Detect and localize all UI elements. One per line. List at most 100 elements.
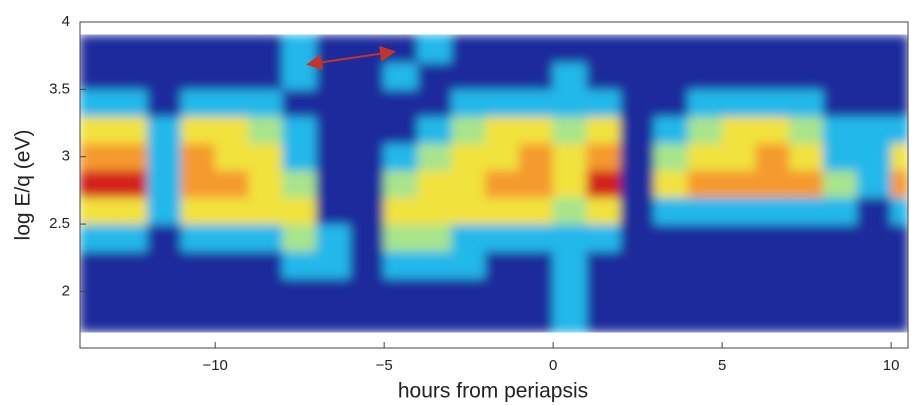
heatmap-cell (383, 304, 419, 333)
heatmap-cell (383, 250, 419, 279)
heatmap-cell (80, 115, 115, 144)
heatmap-cell (147, 115, 182, 144)
heatmap-cell (789, 169, 825, 198)
heatmap-cell (586, 142, 622, 171)
heatmap-cell (282, 115, 318, 144)
heatmap-cell (451, 277, 487, 306)
heatmap-cell (687, 169, 723, 198)
heatmap-cell (248, 88, 284, 117)
heatmap-cell (687, 304, 723, 333)
heatmap-cell (620, 250, 656, 279)
heatmap-cell (890, 61, 908, 90)
heatmap-cell (147, 304, 182, 333)
heatmap-cell (823, 169, 858, 198)
heatmap-cell (586, 277, 622, 306)
heatmap-cell (214, 169, 250, 198)
heatmap-cell (282, 223, 318, 252)
heatmap-cell (721, 34, 757, 63)
heatmap-cell (248, 169, 284, 198)
heatmap-cell (485, 196, 520, 225)
heatmap-cell (282, 196, 318, 225)
heatmap-cell (248, 115, 284, 144)
heatmap-cell (349, 304, 385, 333)
heatmap-cell (214, 250, 250, 279)
heatmap-cell (620, 115, 656, 144)
heatmap-cell (80, 61, 115, 90)
heatmap-cell (856, 169, 892, 198)
heatmap-cell (856, 61, 892, 90)
heatmap-cell (451, 142, 487, 171)
heatmap-cell (113, 61, 149, 90)
heatmap-cell (147, 196, 182, 225)
heatmap-cell (214, 142, 250, 171)
heatmap-cell (823, 142, 858, 171)
heatmap-cell (180, 304, 216, 333)
heatmap-cell (349, 223, 385, 252)
heatmap-cell (451, 34, 487, 63)
heatmap-cell (383, 61, 419, 90)
heatmap-cell (552, 223, 588, 252)
heatmap-cell (518, 88, 554, 117)
y-tick-label: 3 (62, 148, 70, 165)
heatmap-cell (214, 223, 250, 252)
heatmap-cell (890, 169, 908, 198)
heatmap-cell (654, 88, 689, 117)
heatmap-cell (180, 223, 216, 252)
heatmap-cell (620, 142, 656, 171)
heatmap-cell (214, 61, 250, 90)
heatmap-cell (383, 196, 419, 225)
heatmap-cell (586, 88, 622, 117)
heatmap-cell (755, 142, 791, 171)
heatmap-cell (383, 115, 419, 144)
heatmap-cell (451, 223, 487, 252)
heatmap-cell (180, 34, 216, 63)
heatmap-cell (823, 277, 858, 306)
heatmap-cell (451, 196, 487, 225)
heatmap-cell (687, 61, 723, 90)
heatmap-cell (654, 115, 689, 144)
heatmap-cell (282, 142, 318, 171)
heatmap-cell (383, 34, 419, 63)
heatmap-cell (518, 34, 554, 63)
heatmap-cell (654, 169, 689, 198)
heatmap-cell (789, 142, 825, 171)
heatmap-cell (755, 250, 791, 279)
heatmap-cell (282, 250, 318, 279)
x-tick-label: 10 (883, 357, 900, 374)
heatmap-cell (113, 250, 149, 279)
heatmap-cell (113, 277, 149, 306)
heatmap-cell (789, 277, 825, 306)
heatmap-cell (586, 34, 622, 63)
heatmap-cell (721, 277, 757, 306)
heatmap-cell (180, 115, 216, 144)
heatmap-cell (80, 304, 115, 333)
heatmap-cell (248, 223, 284, 252)
y-tick-label: 3.5 (49, 80, 70, 97)
heatmap-cell (856, 304, 892, 333)
heatmap-cell (687, 277, 723, 306)
heatmap-cell (856, 115, 892, 144)
x-tick-label: −5 (376, 357, 393, 374)
heatmap-cell (789, 250, 825, 279)
heatmap-cell (485, 304, 520, 333)
heatmap-cell (282, 304, 318, 333)
heatmap-cell (485, 277, 520, 306)
heatmap-cell (789, 61, 825, 90)
heatmap-cell (417, 115, 453, 144)
heatmap-cell (552, 142, 588, 171)
heatmap-cell (417, 88, 453, 117)
x-tick-label: 0 (549, 357, 557, 374)
heatmap-cell (417, 196, 453, 225)
heatmap-cell (147, 88, 182, 117)
heatmap-cell (620, 88, 656, 117)
heatmap-cell (214, 115, 250, 144)
heatmap-cell (147, 250, 182, 279)
heatmap-cell (552, 34, 588, 63)
heatmap-cell (789, 88, 825, 117)
heatmap-cell (755, 196, 791, 225)
heatmap-cell (80, 34, 115, 63)
heatmap-cell (518, 277, 554, 306)
heatmap-cell (316, 169, 351, 198)
heatmap-cell (586, 61, 622, 90)
heatmap (80, 34, 908, 333)
